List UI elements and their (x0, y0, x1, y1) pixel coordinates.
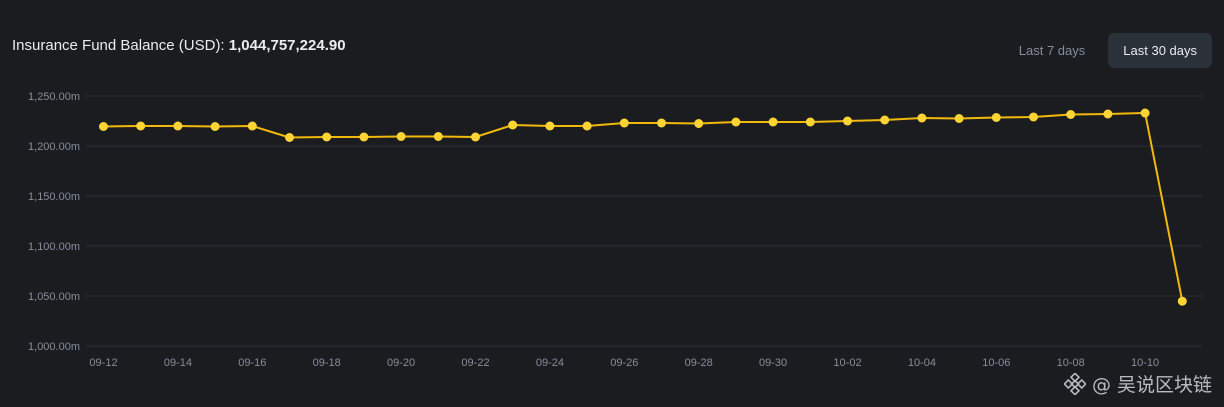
series-line (103, 112, 1184, 302)
range-selector: Last 7 days Last 30 days (1004, 33, 1212, 68)
x-tick-label: 10-04 (908, 357, 936, 369)
data-point (285, 133, 294, 142)
x-tick-label: 10-02 (833, 357, 861, 369)
data-point (545, 121, 555, 131)
y-tick-label: 1,150.00m (28, 191, 80, 203)
data-point (1103, 109, 1113, 119)
x-tick-label: 09-16 (238, 357, 266, 369)
data-point (471, 132, 480, 142)
watermark: @ 吴说区块链 (1063, 370, 1212, 397)
data-point (508, 120, 518, 130)
data-point (694, 119, 704, 128)
data-point (582, 121, 592, 131)
data-point (396, 132, 406, 141)
data-point (433, 132, 443, 141)
y-tick-label: 1,250.00m (28, 91, 80, 103)
binance-diamond-icon (1063, 372, 1086, 395)
x-tick-label: 09-30 (759, 357, 787, 369)
x-tick-label: 09-14 (164, 357, 192, 369)
data-point (322, 132, 332, 142)
y-tick-label: 1,100.00m (28, 241, 80, 253)
x-tick-label: 10-08 (1057, 357, 1085, 369)
y-tick-label: 1,050.00m (28, 291, 80, 303)
watermark-text: @ 吴说区块链 (1091, 374, 1212, 396)
chart-title: Insurance Fund Balance (USD): 1,044,757,… (12, 37, 346, 54)
x-tick-label: 09-24 (536, 357, 564, 369)
data-point (1140, 108, 1150, 118)
data-point (247, 121, 257, 131)
data-point (1177, 296, 1187, 306)
data-point (731, 117, 741, 127)
data-point (619, 118, 629, 128)
y-tick-label: 1,200.00m (28, 141, 80, 153)
x-tick-label: 10-06 (982, 357, 1010, 369)
title-label: Insurance Fund Balance (USD): (12, 37, 225, 54)
data-point (843, 116, 852, 126)
data-point (768, 117, 778, 127)
data-point (359, 132, 369, 142)
y-tick-label: 1,000.00m (28, 341, 80, 353)
x-tick-label: 09-26 (610, 357, 638, 369)
x-tick-label: 09-28 (685, 357, 713, 369)
x-tick-label: 09-12 (89, 357, 117, 369)
data-point (917, 113, 927, 123)
x-tick-label: 09-20 (387, 357, 415, 369)
data-point (136, 121, 146, 131)
data-point (1029, 112, 1038, 122)
data-point (657, 118, 666, 128)
data-point (1066, 110, 1076, 119)
data-point (991, 113, 1001, 122)
data-point (954, 114, 964, 123)
last-7-days-button[interactable]: Last 7 days (1018, 43, 1086, 58)
x-tick-label: 09-22 (461, 357, 489, 369)
data-point (880, 115, 890, 125)
last-30-days-button[interactable]: Last 30 days (1108, 33, 1212, 68)
x-tick-label: 09-18 (313, 357, 341, 369)
data-point (210, 122, 220, 131)
data-point (173, 121, 183, 131)
title-value: 1,044,757,224.90 (228, 37, 346, 54)
data-point (805, 117, 815, 127)
x-tick-label: 10-10 (1131, 357, 1159, 369)
data-point (99, 122, 108, 131)
